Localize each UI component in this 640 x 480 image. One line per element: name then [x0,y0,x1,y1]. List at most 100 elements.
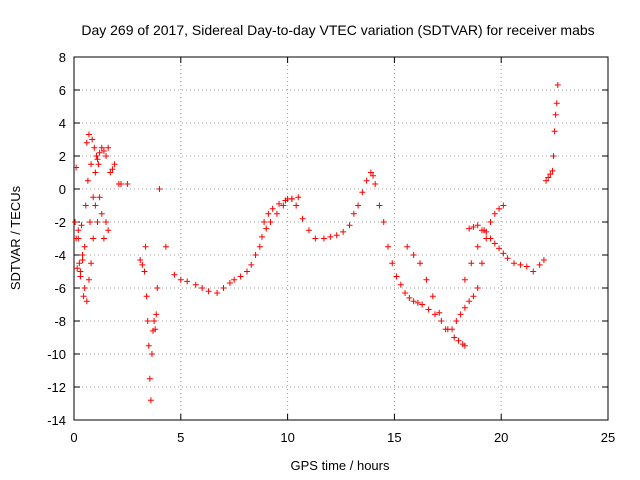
data-point [410,252,417,258]
data-point [90,194,97,201]
y-tick-label: -6 [54,281,66,296]
plot-frame [73,56,609,421]
data-point [530,268,537,275]
data-point [92,169,99,176]
data-point [177,276,184,283]
data-point [244,268,251,275]
data-point [466,298,473,305]
data-point [280,202,287,209]
data-point [214,289,221,296]
data-point [162,243,169,250]
y-tick-label: -8 [54,314,66,329]
data-point [397,281,404,288]
data-point [105,144,112,151]
data-point [85,276,92,283]
data-point [457,311,464,318]
grid [74,57,608,420]
data-point [550,153,557,159]
data-point [94,219,101,225]
data-point [145,342,152,349]
data-point [547,171,554,178]
data-point [359,189,366,196]
data-point [89,136,96,143]
data-point [75,227,82,234]
data-point [406,294,413,301]
data-point [414,299,421,306]
data-point [276,200,283,207]
data-point [455,337,462,344]
data-point [248,261,255,268]
data-point [549,167,556,174]
data-point [470,293,477,300]
data-point [389,260,396,267]
data-point [429,293,436,300]
data-point [536,261,543,268]
data-point [320,235,327,242]
data-point [84,177,91,184]
data-point [478,260,485,267]
data-point [237,273,244,280]
data-point [88,260,95,267]
data-point [152,326,159,333]
data-point [545,174,552,181]
data-point [419,301,426,308]
data-point [393,273,400,280]
x-tick-label: 5 [177,430,184,445]
data-point [95,161,102,168]
data-point [500,202,507,209]
data-point [231,276,238,283]
y-tick-label: 0 [59,182,66,197]
data-point [73,235,80,242]
data-point [146,375,153,382]
data-point [491,210,498,217]
x-tick-label: 10 [280,430,294,445]
data-point [226,280,233,287]
x-tick-label: 0 [70,430,77,445]
data-point [288,195,295,202]
x-tick-label: 20 [494,430,508,445]
chart-title: Day 269 of 2017, Sidereal Day-to-day VTE… [81,22,594,38]
data-point [468,260,475,267]
data-point [305,227,312,234]
x-tick-label: 15 [387,430,401,445]
data-point [143,293,150,300]
data-point [220,285,227,291]
data-point [350,210,357,217]
x-tick-label: 25 [601,430,615,445]
data-point [504,255,511,262]
data-point [81,285,88,291]
data-point [523,263,530,270]
data-point [103,219,110,225]
data-point [258,233,265,240]
data-point [431,311,438,318]
data-point [263,225,270,232]
data-point [282,197,289,204]
data-point [461,276,468,283]
data-point [151,318,158,324]
data-point [543,177,550,184]
data-point [72,219,79,225]
data-point [139,261,146,268]
data-point [74,265,81,272]
data-point [267,219,274,225]
data-points [72,82,561,404]
data-point [293,202,300,209]
data-point [88,161,95,168]
data-point [156,186,163,192]
data-point [100,235,107,242]
data-point [137,256,144,263]
data-point [496,245,503,252]
y-tick-label: -14 [47,413,66,428]
data-point [256,243,263,250]
data-point [252,252,259,258]
data-point [205,288,212,295]
data-point [299,215,306,222]
data-point [148,351,155,357]
data-point [76,260,83,267]
y-tick-label: 2 [59,149,66,164]
data-point [363,177,370,184]
data-point [554,82,561,89]
data-point [449,326,456,333]
data-point [96,194,103,201]
